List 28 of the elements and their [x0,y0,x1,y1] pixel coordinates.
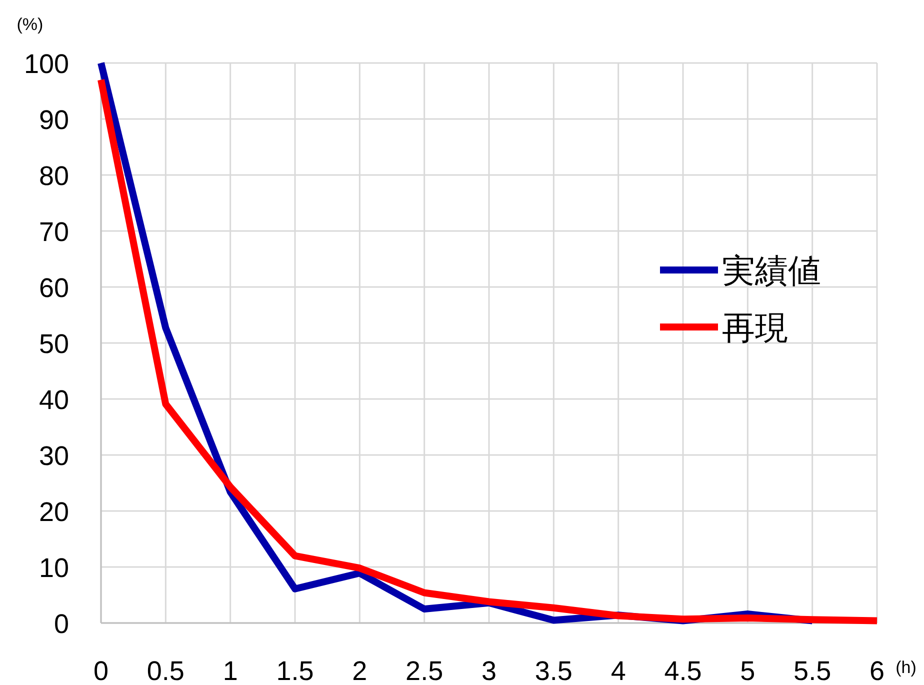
x-tick-label: 1.5 [276,656,314,685]
y-tick-label: 10 [38,553,69,583]
x-axis-title: (h) [896,658,916,677]
x-tick-label: 5 [740,656,756,685]
x-tick-label: 4 [610,656,626,685]
y-tick-label: 100 [24,49,69,79]
legend-label: 再現 [722,309,788,346]
x-tick-label: 5.5 [794,656,832,685]
x-tick-label: 2.5 [406,656,444,685]
y-tick-label: 90 [38,105,69,135]
x-tick-label: 0 [93,656,109,685]
y-tick-label: 40 [38,385,69,415]
y-tick-label: 0 [54,609,69,639]
y-tick-label: 80 [38,161,69,191]
x-tick-label: 2 [352,656,368,685]
y-tick-label: 20 [38,497,69,527]
x-tick-label: 1 [222,656,238,685]
x-tick-label: 3 [481,656,497,685]
legend-label: 実績値 [722,252,821,289]
y-axis-title: (%) [16,15,44,34]
x-tick-label: 6 [869,656,885,685]
y-tick-label: 50 [38,329,69,359]
x-tick-label: 4.5 [664,656,702,685]
y-tick-label: 30 [38,441,69,471]
y-tick-label: 70 [38,217,69,247]
x-tick-label: 0.5 [146,656,184,685]
x-tick-label: 3.5 [534,656,572,685]
y-tick-label: 60 [38,273,69,303]
